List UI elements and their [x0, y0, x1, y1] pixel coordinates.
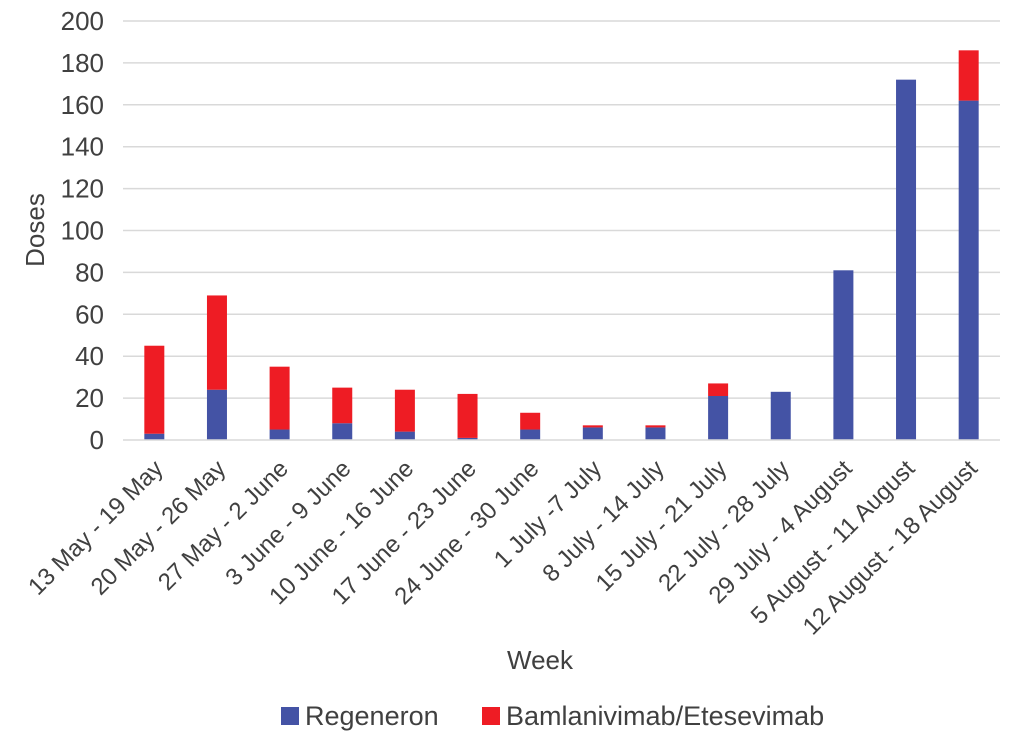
y-axis-label: Doses [20, 193, 50, 267]
y-tick-label: 180 [61, 48, 104, 78]
legend-swatch-regeneron [281, 707, 299, 725]
bar-segment-regeneron [332, 423, 353, 440]
y-tick-label: 20 [75, 383, 104, 413]
bar-segment-regeneron [708, 396, 729, 440]
bar-segment-bamlanivimab-etesevimab [269, 366, 290, 430]
y-tick-label: 80 [75, 257, 104, 287]
bar-segment-bamlanivimab-etesevimab [144, 345, 165, 434]
y-tick-label: 120 [61, 174, 104, 204]
legend-label: Bamlanivimab/Etesevimab [506, 701, 824, 731]
y-tick-label: 200 [61, 6, 104, 36]
legend-swatch-bamlanivimab-etesevimab [482, 707, 500, 725]
bar-segment-regeneron [958, 100, 979, 441]
bar-segment-bamlanivimab-etesevimab [206, 295, 227, 390]
bar-segment-bamlanivimab-etesevimab [394, 389, 415, 432]
bar-segment-regeneron [645, 427, 666, 440]
bar-segment-bamlanivimab-etesevimab [708, 383, 729, 397]
bar-segment-regeneron [269, 429, 290, 440]
y-tick-label: 100 [61, 216, 104, 246]
bar-segment-regeneron [457, 437, 478, 440]
bar-segment-regeneron [394, 431, 415, 440]
bar-segment-bamlanivimab-etesevimab [332, 387, 353, 424]
bar-segment-regeneron [896, 79, 917, 440]
y-axis-ticks: 0 20 40 60 80 100 120 140 160 180 200 [61, 6, 104, 455]
bar-segment-regeneron [206, 389, 227, 440]
legend-label: Regeneron [305, 701, 439, 731]
y-tick-label: 0 [90, 425, 104, 455]
y-tick-label: 140 [61, 132, 104, 162]
bar-segment-bamlanivimab-etesevimab [520, 412, 541, 430]
bar-segment-regeneron [833, 270, 854, 440]
y-tick-label: 160 [61, 90, 104, 120]
bars [144, 50, 979, 441]
legend: Regeneron Bamlanivimab/Etesevimab [281, 701, 824, 731]
bar-segment-bamlanivimab-etesevimab [645, 425, 666, 428]
gridlines [123, 20, 1000, 399]
y-tick-label: 60 [75, 299, 104, 329]
bar-segment-bamlanivimab-etesevimab [582, 425, 603, 428]
bar-segment-regeneron [582, 427, 603, 440]
bar-segment-bamlanivimab-etesevimab [457, 393, 478, 438]
x-axis-label: Week [507, 645, 574, 675]
bar-segment-regeneron [520, 429, 541, 440]
bar-segment-bamlanivimab-etesevimab [958, 50, 979, 101]
y-tick-label: 40 [75, 341, 104, 371]
bar-segment-regeneron [144, 433, 165, 440]
bar-segment-regeneron [770, 391, 791, 440]
